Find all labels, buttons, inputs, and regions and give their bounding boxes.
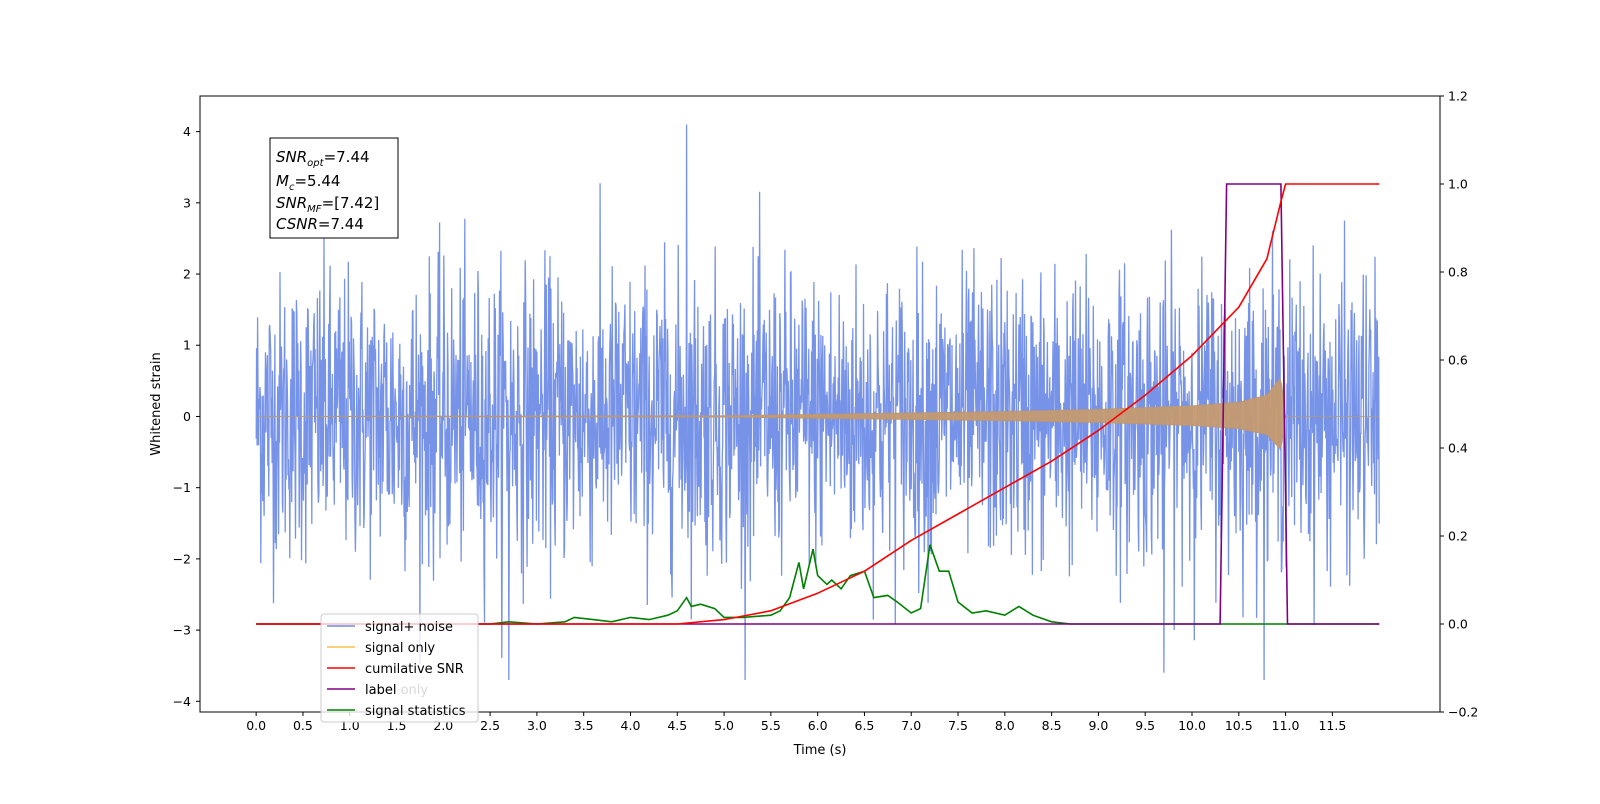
legend-frame bbox=[320, 613, 479, 723]
x-tick-label: 11.5 bbox=[1318, 718, 1346, 733]
y-tick-label: −3 bbox=[173, 623, 191, 638]
legend: signal+ noise signal only cumilative SNR… bbox=[320, 613, 479, 723]
y2-tick-label: 0.0 bbox=[1448, 617, 1468, 632]
y-tick-label: 1 bbox=[183, 338, 191, 353]
x-tick-label: 6.0 bbox=[808, 718, 828, 733]
y2-tick-label: −0.2 bbox=[1448, 705, 1478, 720]
y2-tick-label: 1.0 bbox=[1448, 177, 1468, 192]
legend-label-signal-only: signal only bbox=[365, 641, 435, 656]
x-tick-label: 6.5 bbox=[855, 718, 875, 733]
y-axis-label: Whitened strain bbox=[149, 352, 164, 455]
x-tick-label: 7.0 bbox=[901, 718, 921, 733]
y2-tick-label: 1.2 bbox=[1448, 89, 1468, 104]
series-cumulative-snr bbox=[256, 183, 1380, 625]
legend-label-label-only: label only bbox=[365, 683, 428, 698]
y-tick-label: 2 bbox=[183, 267, 191, 282]
x-tick-label: 8.5 bbox=[1042, 718, 1062, 733]
y2-tick-label: 0.8 bbox=[1448, 265, 1468, 280]
x-tick-label: 0.5 bbox=[293, 718, 313, 733]
y2-tick-label: 0.6 bbox=[1448, 353, 1468, 368]
x-tick-label: 4.5 bbox=[667, 718, 687, 733]
x-tick-label: 9.5 bbox=[1135, 718, 1155, 733]
annotation-snr-opt: SNRopt=7.44 bbox=[276, 148, 370, 169]
x-tick-label: 9.0 bbox=[1088, 718, 1108, 733]
y-tick-label: 3 bbox=[183, 195, 191, 210]
y-tick-label: −4 bbox=[173, 694, 191, 709]
series-label bbox=[256, 183, 1380, 625]
annotation-mc: Mc=5.44 bbox=[276, 172, 340, 193]
annotation-box: SNRopt=7.44 Mc=5.44 SNRMF=[7.42] CSNR=7.… bbox=[269, 137, 399, 239]
y-axis-left: 4 3 2 1 0 −1 −2 −3 −4 bbox=[173, 124, 200, 709]
series-signal-noise bbox=[255, 124, 1380, 681]
x-tick-label: 2.5 bbox=[480, 718, 500, 733]
legend-label-signal-noise: signal+ noise bbox=[365, 620, 453, 635]
y-axis-right: 1.2 1.0 0.8 0.6 0.4 0.2 0.0 −0.2 bbox=[1440, 89, 1478, 720]
series-signal-statistics bbox=[256, 544, 1380, 625]
y-tick-label: −2 bbox=[173, 551, 191, 566]
x-tick-label: 0.0 bbox=[246, 718, 266, 733]
x-tick-label: 4.0 bbox=[621, 718, 641, 733]
x-tick-label: 7.5 bbox=[948, 718, 968, 733]
x-tick-label: 3.5 bbox=[574, 718, 594, 733]
x-axis-label: Time (s) bbox=[793, 743, 847, 758]
y-tick-label: 0 bbox=[183, 409, 191, 424]
series-signal-only bbox=[256, 377, 1380, 450]
y2-tick-label: 0.2 bbox=[1448, 529, 1468, 544]
y-tick-label: 4 bbox=[183, 124, 191, 139]
plot-frame bbox=[199, 95, 1441, 713]
x-tick-label: 5.5 bbox=[761, 718, 781, 733]
legend-label-signal-statistics: signal statistics bbox=[365, 704, 466, 719]
y-tick-label: −1 bbox=[173, 480, 191, 495]
annotation-csnr: CSNR=7.44 bbox=[276, 215, 364, 233]
x-tick-label: 8.0 bbox=[995, 718, 1015, 733]
x-tick-label: 10.5 bbox=[1225, 718, 1253, 733]
y2-tick-label: 0.4 bbox=[1448, 441, 1468, 456]
x-tick-label: 5.0 bbox=[714, 718, 734, 733]
x-tick-label: 10.0 bbox=[1178, 718, 1206, 733]
series-layer bbox=[255, 124, 1380, 681]
annotation-frame bbox=[269, 137, 399, 239]
x-tick-label: 11.0 bbox=[1272, 718, 1300, 733]
legend-label-cumulative-snr: cumilative SNR bbox=[365, 662, 464, 677]
legend-label-label: label bbox=[365, 683, 396, 698]
x-tick-label: 3.0 bbox=[527, 718, 547, 733]
annotation-snr-mf: SNRMF=[7.42] bbox=[276, 194, 379, 215]
